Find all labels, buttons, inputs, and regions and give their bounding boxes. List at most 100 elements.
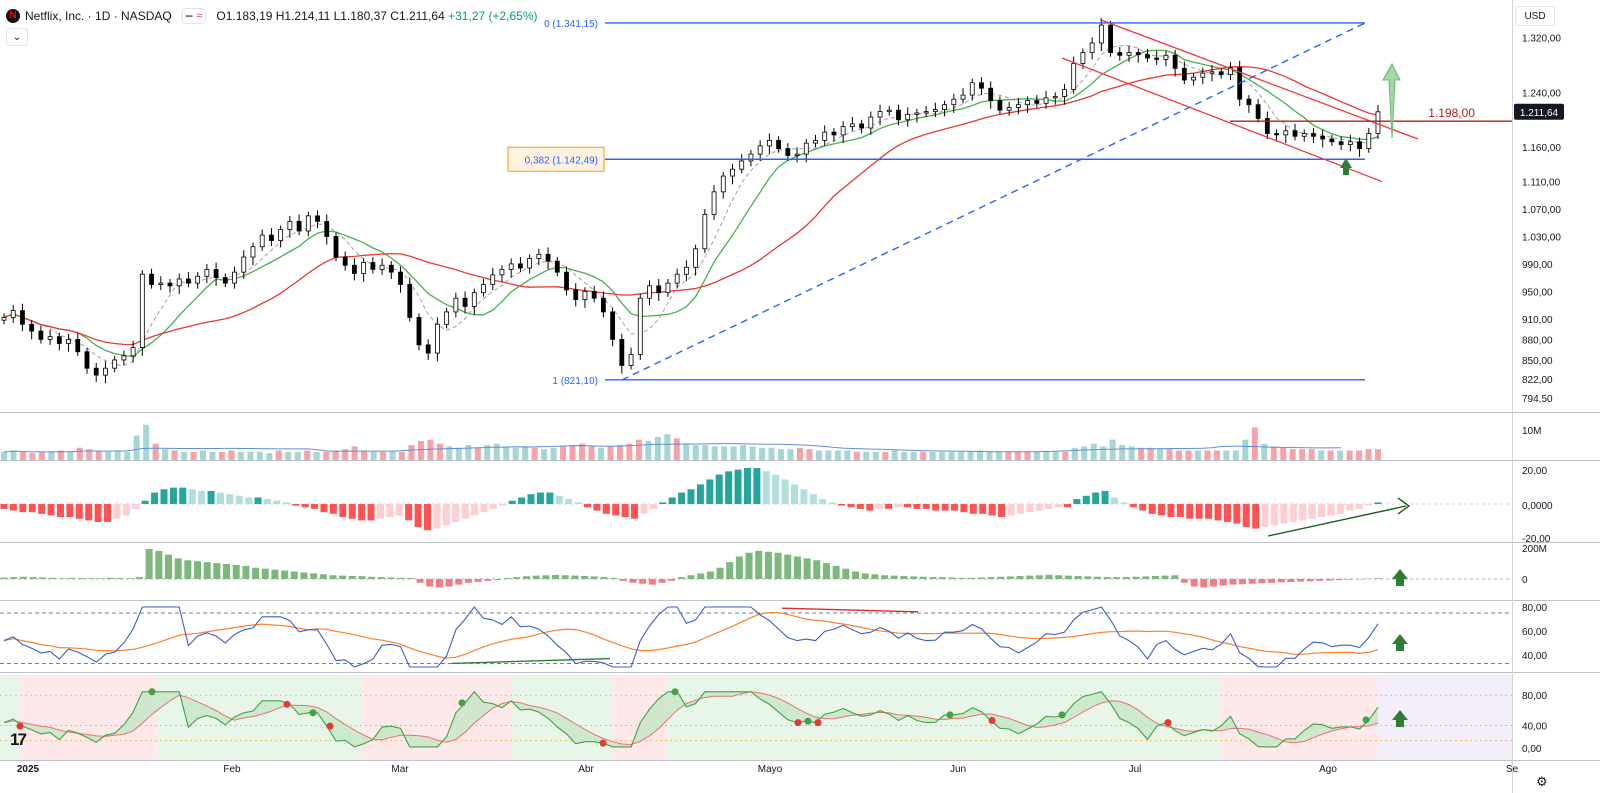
candle-body xyxy=(932,109,938,112)
channel-upper-line xyxy=(1099,18,1419,140)
momentum-bar xyxy=(339,575,347,579)
momentum-bar xyxy=(1151,576,1159,579)
oscillator-line xyxy=(3,690,1379,748)
momentum-bar xyxy=(552,574,560,579)
macd-bar xyxy=(555,495,563,504)
collapse-button[interactable]: ⌄ xyxy=(6,28,28,46)
volume-bar xyxy=(588,446,595,460)
indicator-toggle[interactable]: ━ ≈ xyxy=(181,8,207,24)
momentum-bar xyxy=(1306,579,1314,582)
momentum-bar xyxy=(1026,575,1034,579)
candle-body xyxy=(1338,141,1344,145)
tradingview-logo-icon[interactable]: 17 xyxy=(10,730,27,749)
symbol-title[interactable]: Netflix, Inc. · 1D · NASDAQ xyxy=(25,9,172,23)
macd-bar xyxy=(678,492,686,504)
candle-body xyxy=(250,246,256,258)
fib-level-label: 0,382 (1.142,49) xyxy=(525,155,598,166)
macd-bar xyxy=(612,504,620,516)
momentum-bar xyxy=(968,577,976,579)
candle-body xyxy=(979,82,984,89)
macd-bar xyxy=(442,504,450,526)
fib-level-label: 1 (821,10) xyxy=(552,376,598,387)
candle-body xyxy=(849,123,855,128)
signal-dot xyxy=(1058,711,1066,719)
momentum-bar xyxy=(726,562,734,579)
sma-short-line xyxy=(3,45,1379,367)
macd-bar xyxy=(903,504,911,508)
candle-body xyxy=(886,109,892,112)
macd-bar xyxy=(988,504,996,516)
macd-bar xyxy=(75,504,83,519)
volume-bar xyxy=(417,441,424,460)
fib-label-box xyxy=(507,146,605,172)
candle-body xyxy=(803,142,809,155)
candle-body xyxy=(693,248,699,268)
netflix-logo-icon: N xyxy=(6,9,20,23)
candle-body xyxy=(969,82,975,96)
volume-bar xyxy=(512,447,519,460)
volume-bar xyxy=(1242,439,1249,460)
up-arrow-icon xyxy=(1392,634,1408,651)
candle-body xyxy=(868,116,874,129)
candle-body xyxy=(702,214,708,250)
macd-bar xyxy=(1308,504,1316,519)
candle-body xyxy=(38,330,44,340)
candle-body xyxy=(1274,133,1279,136)
volume-bar xyxy=(1251,427,1258,460)
candle-body xyxy=(748,153,754,162)
candle-body xyxy=(536,253,542,259)
candle-body xyxy=(269,234,274,241)
signal-dot xyxy=(671,688,679,696)
momentum-bar xyxy=(822,563,830,579)
candle-body xyxy=(1108,24,1113,53)
macd-bar xyxy=(66,504,74,518)
volume-bar xyxy=(181,451,188,460)
up-arrow-icon xyxy=(1392,710,1408,727)
time-axis-tick: Ago xyxy=(1319,764,1337,775)
macd-bar xyxy=(151,492,159,504)
volume-bar xyxy=(1261,443,1268,460)
volume-bar xyxy=(1185,450,1192,460)
momentum-bar xyxy=(900,576,908,579)
macd-bar xyxy=(1148,504,1156,514)
macd-bar xyxy=(367,504,375,521)
macd-bar xyxy=(1336,504,1344,514)
volume-bar xyxy=(692,445,699,460)
volume-bar xyxy=(1270,446,1277,460)
candle-body xyxy=(47,336,53,340)
rsi-line xyxy=(3,606,1379,668)
momentum-bar xyxy=(513,577,521,579)
time-axis-tick: 2025 xyxy=(17,764,40,775)
momentum-bar xyxy=(164,554,172,579)
momentum-bar xyxy=(387,577,395,579)
volume-bar xyxy=(19,451,26,460)
channel-lower-line xyxy=(1061,57,1383,183)
candle-body xyxy=(628,354,634,366)
momentum-bar xyxy=(1326,579,1334,581)
signal-dot xyxy=(804,717,812,725)
volume-bar xyxy=(1005,451,1012,460)
volume-bar xyxy=(967,451,974,460)
currency-button[interactable]: USD xyxy=(1515,6,1555,26)
sma-slow-line xyxy=(3,66,1379,346)
volume-bar xyxy=(1308,449,1315,460)
momentum-bar xyxy=(648,579,656,585)
fib-level-label: 0 (1.341,15) xyxy=(544,19,598,30)
momentum-bar xyxy=(764,551,772,579)
macd-bar xyxy=(104,504,112,522)
candle-body xyxy=(1366,133,1372,150)
momentum-bar xyxy=(1190,579,1198,587)
candle-body xyxy=(554,260,560,273)
volume-bar xyxy=(503,446,510,460)
volume-axis-tick: 10M xyxy=(1522,426,1541,437)
candle-body xyxy=(361,262,367,274)
signal-dot xyxy=(309,709,317,717)
candle-body xyxy=(942,104,947,110)
candle-body xyxy=(573,289,579,300)
candle-body xyxy=(1052,96,1058,99)
candle-body xyxy=(1006,107,1012,111)
candle-body xyxy=(997,100,1003,111)
candle-body xyxy=(425,344,431,354)
gear-icon[interactable]: ⚙ xyxy=(1536,774,1548,789)
